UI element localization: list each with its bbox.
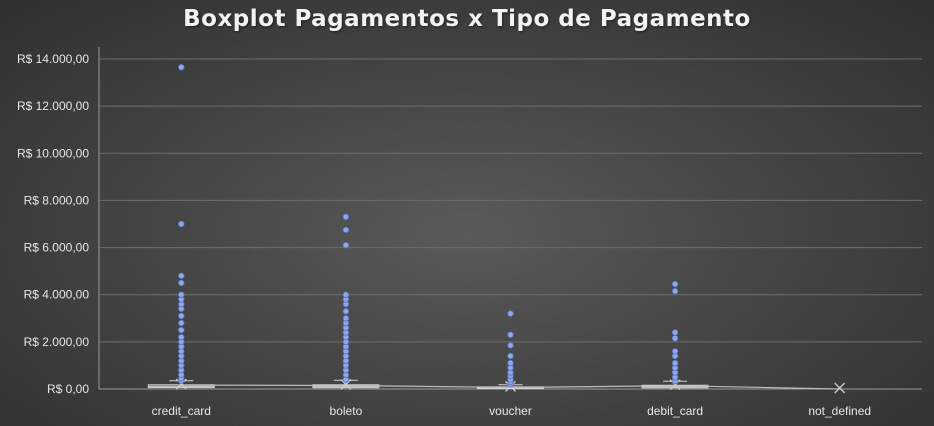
outlier-point: [671, 348, 679, 355]
outlier-point: [178, 279, 185, 287]
chart-title: Boxplot Pagamentos x Tipo de Pagamento: [183, 6, 751, 32]
y-tick-label: R$ 4.000,00: [24, 288, 90, 302]
mean-marker-not_defined: [834, 382, 846, 394]
y-tick-label: R$ 12.000,00: [17, 99, 89, 113]
outlier-point: [178, 333, 185, 341]
outlier-point: [671, 280, 679, 288]
mean-marker-stroke: [340, 379, 352, 390]
mean-marker-credit_card: [175, 378, 187, 390]
outlier-point: [178, 326, 185, 334]
x-tick-label: credit_card: [152, 404, 211, 418]
outlier-point: [342, 308, 350, 315]
boxes: [147, 379, 709, 390]
outlier-point: [507, 359, 514, 367]
outlier-point: [342, 291, 350, 298]
outlier-point: [342, 226, 350, 234]
outlier-point: [178, 272, 185, 280]
mean-marker-stroke: [669, 379, 681, 391]
mean-marker-stroke: [175, 378, 187, 390]
outlier-point: [178, 291, 185, 298]
outlier-point: [507, 342, 514, 349]
x-tick-label: voucher: [489, 404, 532, 418]
outlier-point: [178, 312, 185, 320]
y-tick-label: R$ 0,00: [47, 382, 89, 396]
mean-marker-stroke: [834, 382, 846, 394]
outlier-point: [507, 310, 514, 317]
y-tick-label: R$ 14.000,00: [17, 52, 89, 66]
outlier-point: [178, 64, 185, 71]
outlier-point: [671, 335, 679, 342]
y-tick-label: R$ 2.000,00: [24, 335, 90, 349]
outlier-point: [342, 315, 350, 322]
outlier-point: [507, 352, 514, 360]
x-tick-label: boleto: [330, 404, 363, 418]
y-axis-tick-labels: R$ 0,00 R$ 2.000,00 R$ 4.000,00 R$ 6.000,00…: [17, 52, 89, 396]
x-tick-label: debit_card: [647, 404, 703, 418]
outlier-point: [342, 242, 350, 249]
y-tick-label: R$ 10.000,00: [17, 146, 89, 160]
x-tick-label: not_defined: [808, 404, 871, 418]
mean-marker-debit_card: [669, 379, 681, 391]
outlier-points: [178, 64, 679, 388]
y-tick-label: R$ 6.000,00: [24, 241, 90, 255]
x-axis-tick-labels: credit_card boleto voucher debit_card not_de…: [152, 404, 871, 418]
outlier-point: [178, 220, 185, 228]
outlier-point: [342, 213, 350, 221]
outlier-point: [671, 359, 679, 367]
outlier-point: [671, 287, 679, 295]
grid-lines: [99, 58, 922, 343]
y-tick-label: R$ 8.000,00: [24, 193, 90, 207]
mean-marker-boleto: [340, 379, 352, 390]
outlier-point: [671, 329, 679, 336]
outlier-point: [507, 331, 514, 338]
outlier-point: [178, 319, 185, 327]
